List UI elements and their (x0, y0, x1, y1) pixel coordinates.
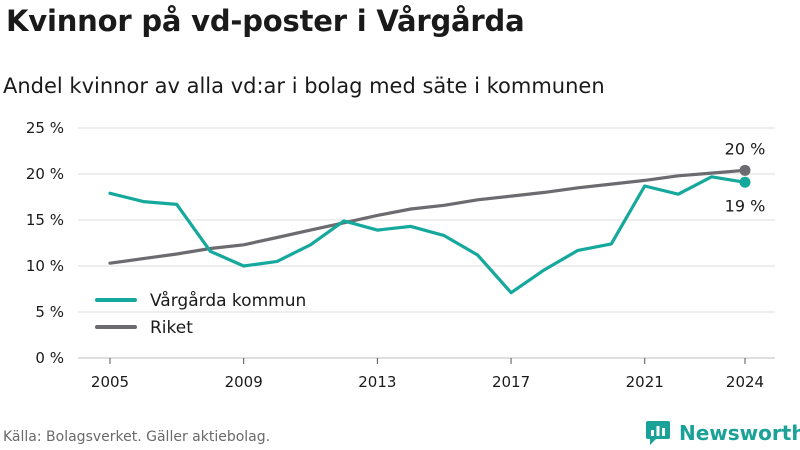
y-tick-label: 5 % (35, 303, 64, 321)
x-tick-label: 2024 (726, 373, 764, 391)
series-endpoint-national (739, 164, 751, 176)
newsworthy-logo-icon (646, 421, 670, 445)
series-line-local (108, 175, 747, 295)
y-tick-label: 15 % (26, 211, 64, 229)
series-line-national (108, 168, 747, 265)
y-tick-label: 0 % (35, 349, 64, 367)
legend-label-local: Vårgårda kommun (150, 290, 306, 311)
source-note: Källa: Bolagsverket. Gäller aktiebolag. (3, 429, 271, 445)
chart-title: Kvinnor på vd-poster i Vårgårda (6, 4, 525, 38)
line-chart: 0 % 5 % 10 % 15 % 20 % 25 % 2005 2009 2013 2017 20… (26, 119, 775, 391)
y-tick-label: 20 % (26, 165, 64, 183)
end-label-local: 19 % (725, 196, 766, 215)
legend-label-national: Riket (150, 318, 193, 338)
end-label-national: 20 % (725, 139, 766, 158)
x-tick-label: 2017 (492, 373, 530, 391)
x-tick-label: 2005 (91, 373, 129, 391)
chart-subtitle: Andel kvinnor av alla vd:ar i bolag med … (3, 74, 605, 98)
brand-name: Newsworthy (679, 421, 800, 445)
y-tick-label: 25 % (26, 119, 64, 137)
y-tick-label: 10 % (26, 257, 64, 275)
x-tick-label: 2013 (358, 373, 396, 391)
x-tick-label: 2009 (225, 373, 263, 391)
brand-logo: Newsworthy (645, 420, 800, 446)
x-tick-label: 2021 (626, 373, 664, 391)
series-endpoint-local (739, 176, 751, 188)
